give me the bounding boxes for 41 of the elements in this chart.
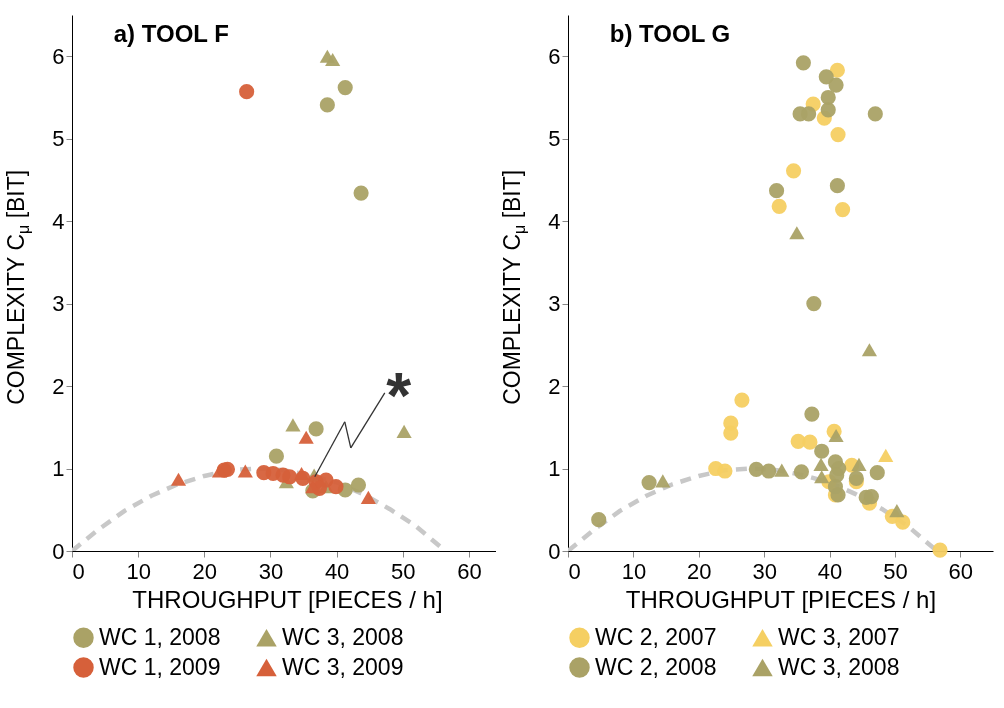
y-tick-label: 1 (52, 456, 65, 482)
chart-title: b) TOOL G (609, 20, 731, 47)
legend-label: WC 3, 2009 (282, 653, 404, 680)
x-tick-label: 20 (192, 558, 218, 584)
legend-label: WC 1, 2009 (99, 653, 221, 680)
x-tick-label: 60 (948, 558, 974, 584)
x-tick-label: 10 (126, 558, 151, 584)
y-tick-label: 4 (548, 208, 561, 234)
y-tick-label: 1 (548, 456, 561, 482)
y-tick-label: 5 (52, 126, 65, 152)
y-tick-label: 6 (52, 43, 65, 69)
x-tick-label: 30 (258, 558, 284, 584)
legend-label: WC 3, 2008 (778, 653, 900, 680)
y-tick-label: 3 (548, 291, 561, 317)
legend-label: WC 2, 2008 (595, 653, 717, 680)
y-tick-label: 2 (548, 373, 561, 399)
x-axis-title: THROUGHPUT [PIECES / h] (132, 585, 443, 613)
x-tick-label: 0 (568, 558, 581, 584)
y-tick-label: 3 (52, 291, 65, 317)
y-tick-label: 6 (548, 43, 561, 69)
x-tick-label: 0 (72, 558, 85, 584)
y-tick-label: 4 (52, 208, 65, 234)
x-axis-title: THROUGHPUT [PIECES / h] (625, 585, 937, 613)
legend-label: WC 2, 2007 (595, 623, 717, 650)
legend-label: WC 3, 2008 (282, 623, 404, 650)
annotation: * (386, 359, 412, 432)
x-tick-label: 20 (687, 558, 712, 584)
y-tick-label: 0 (548, 538, 561, 564)
legend-label: WC 1, 2008 (99, 623, 221, 650)
y-tick-label: 0 (52, 538, 65, 564)
x-tick-label: 40 (324, 558, 350, 584)
x-tick-label: 50 (391, 558, 416, 584)
y-tick-label: 2 (52, 373, 65, 399)
x-tick-label: 10 (621, 558, 647, 584)
y-tick-label: 5 (548, 126, 561, 152)
x-tick-label: 40 (817, 558, 843, 584)
legend-label: WC 3, 2007 (778, 623, 900, 650)
chart-title: a) TOOL F (113, 20, 229, 47)
x-tick-label: 50 (883, 558, 908, 584)
x-tick-label: 30 (752, 558, 777, 584)
x-tick-label: 60 (457, 558, 482, 584)
